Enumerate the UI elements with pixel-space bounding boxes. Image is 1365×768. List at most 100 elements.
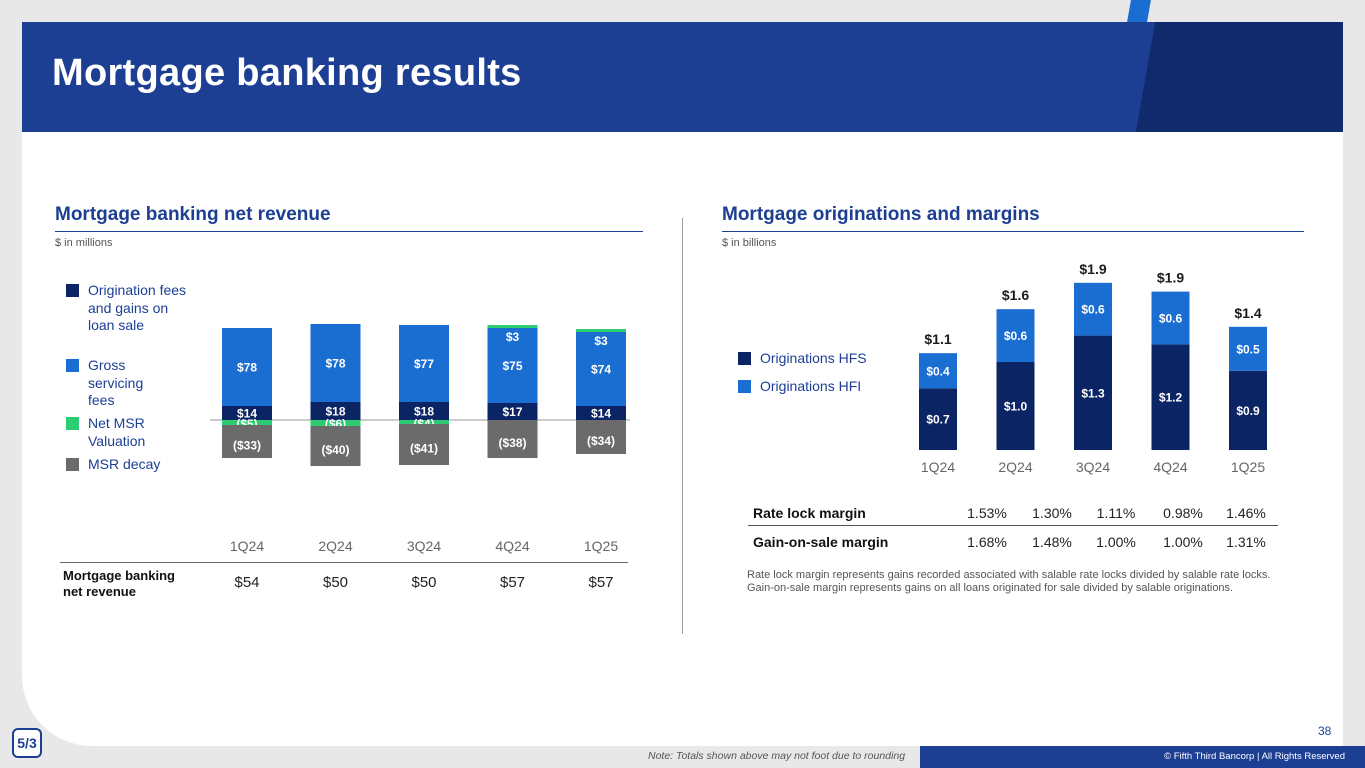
legend-label: Originations HFS: [760, 350, 867, 366]
x-tick-label: 2Q24: [318, 538, 352, 554]
bar-msr-decay: [399, 424, 449, 465]
bar-servicing: [576, 332, 626, 406]
gain-on-sale-label: Gain-on-sale margin: [753, 534, 889, 550]
bar-net-msr: [310, 420, 361, 426]
net-revenue-label: Mortgage banking net revenue: [63, 568, 175, 599]
x-tick-label: 4Q24: [1153, 459, 1187, 475]
total-label: $1.9: [1157, 270, 1184, 286]
margin-value: 1.68%: [967, 534, 1007, 550]
net-revenue-value: $57: [588, 574, 614, 591]
revenue-chart: $14$78($5)($33)1Q24$18$78($6)($40)2Q24$1…: [210, 324, 630, 554]
label-hfs: $0.7: [926, 413, 950, 427]
x-tick-label: 2Q24: [998, 459, 1032, 475]
label-servicing: $74: [591, 363, 611, 377]
label-hfi: $0.4: [926, 364, 950, 378]
x-tick-label: 1Q25: [584, 538, 618, 554]
net-revenue-value: $50: [322, 574, 349, 591]
bar-hfi: [1074, 282, 1112, 336]
x-tick-label: 1Q24: [230, 538, 264, 554]
margins-rule: [748, 525, 1278, 526]
bar-hfi: [1229, 326, 1267, 371]
label-origination: $18: [325, 405, 345, 419]
bar-servicing: [399, 325, 449, 402]
x-tick-label: 3Q24: [407, 538, 441, 554]
total-label: $1.4: [1234, 305, 1261, 321]
label-msr-decay: ($34): [587, 434, 615, 448]
margin-value: 0.98%: [1163, 505, 1203, 521]
header-accent: [1132, 22, 1343, 132]
margin-value: 1.11%: [1096, 505, 1136, 521]
page-number: 38: [1318, 724, 1332, 738]
legend-swatch: [66, 417, 79, 430]
section-divider: [682, 218, 683, 634]
label-net-msr: $3: [506, 330, 520, 344]
legend-label: Originations HFI: [760, 378, 862, 394]
bar-hfs: [919, 388, 957, 450]
label-hfi: $0.6: [1081, 303, 1105, 317]
header-light-accent: [1127, 0, 1151, 22]
footer-bar: [920, 746, 1365, 768]
x-tick-label: 4Q24: [495, 538, 529, 554]
label-msr-decay: ($40): [321, 443, 349, 457]
copyright: © Fifth Third Bancorp | All Rights Reser…: [1164, 751, 1345, 762]
x-tick-label: 1Q25: [1231, 459, 1265, 475]
label-hfi: $0.6: [1159, 312, 1183, 326]
bar-hfs: [1074, 335, 1112, 450]
margin-value: 1.46%: [1226, 505, 1266, 521]
bar-hfi: [1151, 291, 1190, 345]
bar-msr-decay: [576, 420, 626, 454]
left-section-title: Mortgage banking net revenue: [55, 204, 331, 225]
legend-swatch: [738, 380, 751, 393]
page-title: Mortgage banking results: [52, 52, 522, 94]
label-servicing: $78: [237, 361, 257, 375]
legend-servicing: Gross servicing fees: [66, 357, 166, 410]
rate-lock-label: Rate lock margin: [753, 505, 866, 521]
right-unit-label: $ in billions: [722, 237, 777, 249]
label-hfi: $0.5: [1236, 342, 1260, 356]
footer-note: Note: Totals shown above may not foot du…: [648, 750, 906, 762]
x-tick-label: 3Q24: [1076, 459, 1110, 475]
legend-swatch: [66, 284, 79, 297]
table-rule: [60, 562, 628, 563]
label-net-msr: $3: [594, 334, 608, 348]
margin-value: 1.00%: [1163, 534, 1203, 550]
bar-servicing: [310, 324, 361, 402]
label-origination: $14: [237, 407, 257, 421]
note-rate-lock: Rate lock margin represents gains record…: [747, 569, 1271, 581]
header-banner: [22, 22, 1343, 132]
legend-hfs: Originations HFS: [738, 350, 867, 368]
left-section-rule: [55, 231, 643, 232]
label-servicing: $75: [502, 359, 522, 373]
label-msr-decay: ($41): [410, 442, 438, 456]
bar-hfi: [919, 353, 957, 389]
margin-value: 1.48%: [1032, 534, 1072, 550]
bar-origination: [576, 406, 626, 420]
total-label: $1.6: [1002, 287, 1029, 303]
bar-net-msr: [222, 420, 272, 425]
bar-servicing: [222, 328, 272, 406]
label-servicing: $77: [414, 357, 434, 371]
legend-net-msr: Net MSR Valuation: [66, 415, 166, 450]
company-logo: 5/3: [12, 728, 42, 758]
legend-label: MSR decay: [88, 456, 161, 472]
bar-net-msr: [576, 329, 626, 332]
bar-msr-decay: [487, 420, 538, 458]
bar-hfs: [1151, 344, 1190, 450]
bar-hfi: [996, 309, 1035, 362]
net-revenue-value: $54: [234, 574, 260, 591]
legend-label: Gross servicing fees: [88, 357, 144, 408]
legend-origination: Origination fees and gains on loan sale: [66, 282, 196, 335]
label-msr-decay: ($33): [233, 439, 261, 453]
net-revenue-value: $50: [411, 574, 437, 591]
legend-label: Net MSR Valuation: [88, 415, 146, 449]
right-section-rule: [722, 231, 1304, 232]
bar-hfs: [1229, 370, 1267, 450]
margin-value: 1.00%: [1096, 534, 1136, 550]
bar-net-msr: [487, 325, 538, 328]
label-origination: $17: [502, 405, 522, 419]
bar-msr-decay: [222, 425, 272, 458]
originations-chart: $0.7 $0.4 $1.1 1Q24 $1.0 $0.6 $1.6 2Q24 $1.3 $0.6…: [919, 261, 1267, 475]
bar-hfs: [996, 362, 1035, 450]
label-origination: $18: [414, 405, 434, 419]
legend-swatch: [738, 352, 751, 365]
